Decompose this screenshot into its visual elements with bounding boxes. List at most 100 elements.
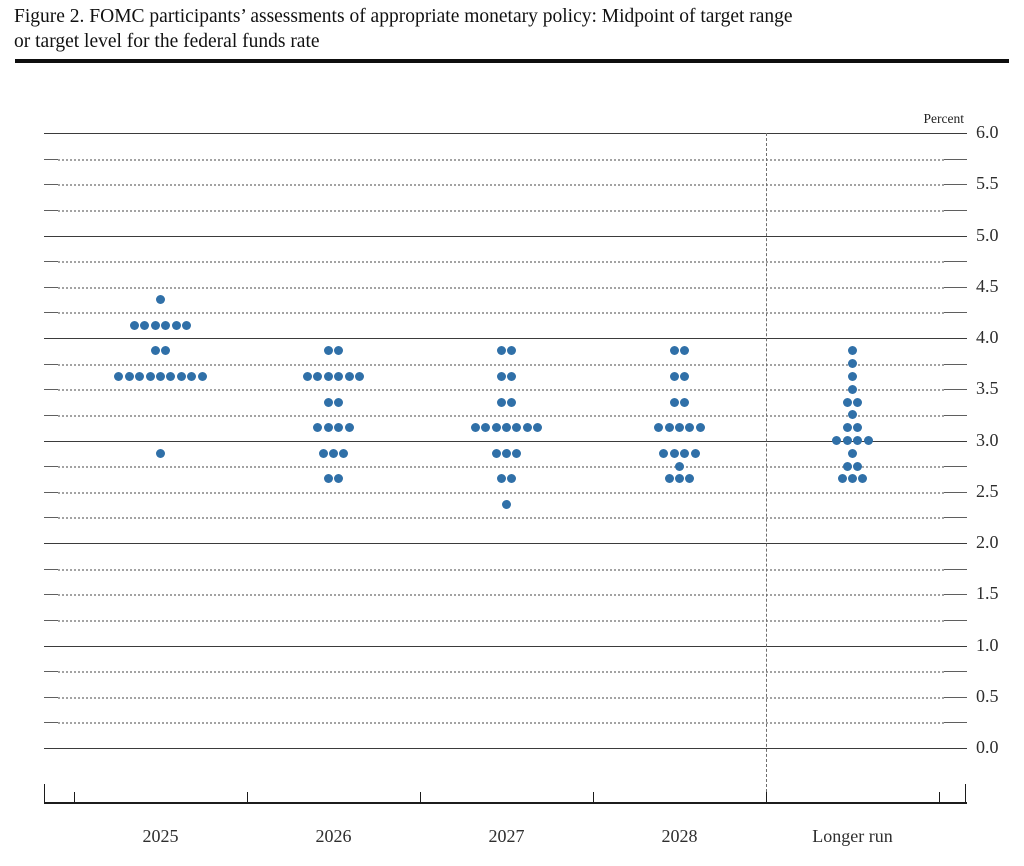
projection-dot bbox=[323, 423, 333, 433]
projection-dot bbox=[512, 423, 522, 433]
projection-dot bbox=[533, 423, 543, 433]
projection-dot bbox=[303, 371, 312, 381]
projection-dot bbox=[470, 423, 480, 433]
gridline-left-dash bbox=[44, 184, 58, 186]
gridline-left-dash bbox=[44, 491, 58, 493]
gridline-right-tick bbox=[944, 414, 967, 416]
gridline-right-tick bbox=[944, 261, 967, 263]
projection-dot bbox=[522, 423, 532, 433]
gridline-dotted bbox=[58, 389, 944, 392]
y-axis-tick-label: 6.0 bbox=[976, 122, 999, 142]
projection-dot bbox=[176, 371, 186, 381]
gridline-solid bbox=[44, 748, 967, 749]
gridline-dotted bbox=[58, 491, 944, 494]
projection-dot bbox=[334, 346, 344, 356]
projection-dot bbox=[334, 397, 344, 407]
gridline-dotted bbox=[58, 209, 944, 212]
gridline-dotted bbox=[58, 414, 944, 417]
x-axis-tick bbox=[766, 792, 767, 802]
projection-dot bbox=[669, 346, 679, 356]
projection-dot bbox=[150, 346, 160, 356]
projection-dot bbox=[848, 410, 857, 420]
projection-dot bbox=[680, 371, 690, 381]
projection-dot bbox=[114, 371, 124, 381]
gridline-dotted bbox=[58, 594, 944, 597]
projection-dot bbox=[339, 448, 349, 458]
gridline-dotted bbox=[58, 517, 944, 520]
projection-dot bbox=[512, 448, 522, 458]
figure-title-line-1: Figure 2. FOMC participants’ assessments… bbox=[14, 6, 793, 27]
gridline-solid bbox=[44, 338, 967, 339]
projection-dot bbox=[145, 371, 155, 381]
projection-dot bbox=[323, 474, 333, 484]
projection-dot bbox=[863, 436, 873, 445]
projection-dot bbox=[313, 371, 323, 381]
gridline-solid bbox=[44, 645, 967, 647]
projection-dot bbox=[675, 474, 684, 484]
gridline-dotted bbox=[58, 619, 944, 622]
gridline-dotted bbox=[58, 312, 944, 315]
projection-dot bbox=[323, 346, 333, 356]
y-axis-tick-label: 3.0 bbox=[976, 429, 999, 450]
y-axis-tick-label: 4.0 bbox=[976, 327, 999, 347]
x-axis-category-label: 2027 bbox=[488, 826, 525, 846]
gridline-left-dash bbox=[44, 671, 58, 673]
x-axis-category-label: 2025 bbox=[142, 826, 179, 846]
x-axis-tick bbox=[420, 792, 421, 802]
projection-dot bbox=[837, 474, 847, 484]
projection-dot bbox=[156, 295, 165, 305]
x-axis-tick bbox=[939, 792, 940, 802]
projection-dot bbox=[842, 423, 852, 433]
gridline-solid bbox=[44, 543, 967, 544]
gridline-right-tick bbox=[944, 517, 967, 519]
y-axis-tick-label: 5.5 bbox=[976, 173, 999, 194]
projection-dot bbox=[334, 371, 344, 381]
projection-dot bbox=[161, 320, 171, 330]
gridline-left-dash bbox=[44, 414, 58, 416]
gridline-left-dash bbox=[44, 722, 58, 724]
projection-dot bbox=[124, 371, 134, 381]
y-axis-tick-label: 2.0 bbox=[976, 532, 999, 552]
figure-title: Figure 2. FOMC participants’ assessments… bbox=[14, 4, 1010, 54]
projection-dot bbox=[156, 448, 165, 458]
projection-dot bbox=[848, 448, 857, 458]
gridline-right-tick bbox=[944, 363, 967, 365]
projection-dot bbox=[842, 397, 852, 407]
projection-dot bbox=[680, 346, 690, 356]
projection-dot bbox=[853, 436, 863, 445]
projection-dot bbox=[502, 500, 511, 510]
projection-dot bbox=[848, 346, 857, 356]
projection-dot bbox=[507, 474, 517, 484]
gridline-dotted bbox=[58, 184, 944, 187]
gridline-left-dash bbox=[44, 619, 58, 621]
x-axis-tick bbox=[74, 792, 75, 802]
y-axis-tick-label: 2.5 bbox=[976, 480, 999, 501]
x-axis-tick bbox=[593, 792, 594, 802]
gridline-left-dash bbox=[44, 389, 58, 391]
projection-dot bbox=[507, 346, 517, 356]
y-axis-tick-label: 1.5 bbox=[976, 583, 999, 604]
gridline-right-tick bbox=[944, 491, 967, 493]
gridline-right-tick bbox=[944, 594, 967, 596]
projection-dot bbox=[329, 448, 338, 458]
projection-dot bbox=[156, 371, 165, 381]
projection-dot bbox=[858, 474, 868, 484]
gridline-left-dash bbox=[44, 363, 58, 365]
projection-dot bbox=[853, 461, 863, 471]
projection-dot bbox=[659, 448, 669, 458]
projection-dot bbox=[853, 397, 863, 407]
projection-dot bbox=[695, 423, 705, 433]
projection-dot bbox=[135, 371, 145, 381]
gridline-dotted bbox=[58, 363, 944, 366]
projection-dot bbox=[842, 461, 852, 471]
projection-dot bbox=[187, 371, 197, 381]
gridline-right-tick bbox=[944, 158, 967, 160]
gridline-dotted bbox=[58, 568, 944, 571]
gridline-right-tick bbox=[944, 389, 967, 391]
gridline-right-tick bbox=[944, 312, 967, 314]
title-divider-rule bbox=[15, 59, 1009, 63]
projection-dot bbox=[848, 359, 857, 369]
projection-dot bbox=[853, 423, 863, 433]
projection-dot bbox=[318, 448, 328, 458]
